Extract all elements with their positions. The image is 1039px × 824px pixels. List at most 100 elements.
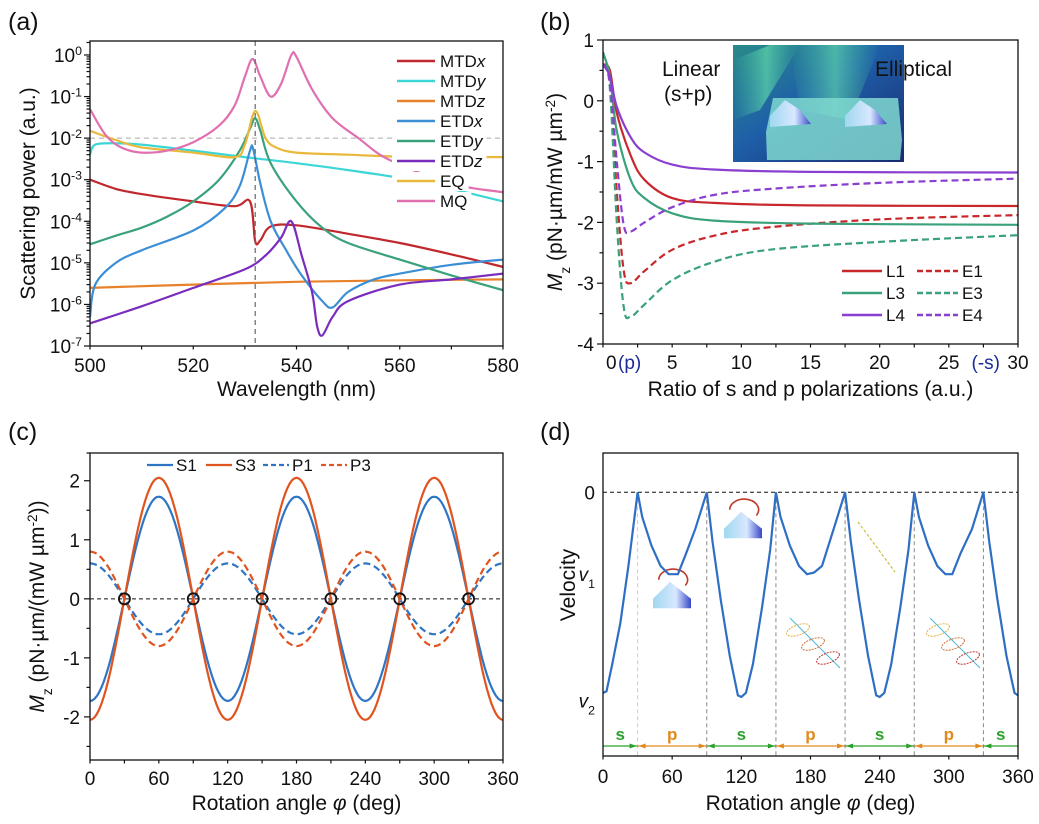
- plot-frame: [89, 452, 504, 761]
- y-axis-title: Scattering power (a.u.): [17, 87, 40, 299]
- plot-area: [603, 51, 1018, 320]
- legend-entry-background: [392, 152, 487, 171]
- label-segment: EQ: [440, 172, 465, 191]
- x-tick-label: 120: [725, 767, 757, 788]
- series-mq: [90, 51, 503, 194]
- elliptical-polarization-icon: [926, 617, 981, 669]
- label-segment: z: [558, 267, 573, 274]
- arrowhead-icon: [707, 743, 715, 749]
- arrowhead-icon: [698, 743, 706, 749]
- label-segment: Rotation angle: [706, 792, 847, 815]
- series-etdx: [90, 144, 503, 318]
- polarization-label-s: s: [996, 725, 1005, 744]
- label-segment: 10: [50, 212, 71, 233]
- rotation-arrow-icon: [728, 498, 760, 517]
- arrowhead-icon: [638, 743, 646, 749]
- panel-label: (d): [540, 418, 571, 446]
- label-segment: 10: [50, 129, 71, 150]
- series-e4: [603, 63, 1018, 235]
- y-tick-label: -2: [63, 708, 80, 729]
- series-mtdx: [90, 178, 503, 268]
- label-segment: x: [476, 52, 486, 71]
- polarization-ellipse: [956, 651, 980, 665]
- label-segment: Rotation angle: [192, 792, 333, 815]
- label-segment: z: [473, 152, 483, 171]
- x-tick-label: 240: [349, 769, 381, 790]
- y-tick-label: 10-7: [50, 335, 82, 358]
- x-tick-label: 360: [487, 769, 519, 790]
- x-annotation: (p): [618, 353, 641, 374]
- legend-label-s3: S3: [235, 456, 256, 475]
- polarization-ellipse: [801, 637, 825, 651]
- x-tick-label: 0: [598, 767, 609, 788]
- arrowhead-icon: [776, 743, 784, 749]
- x-tick-label: 20: [869, 353, 890, 374]
- legend-entry-background: [392, 72, 490, 91]
- y-axis-title: Mz (pN·µm/(mW µm-2)): [25, 500, 55, 712]
- label-segment: (deg): [347, 792, 402, 815]
- label-segment: MTD: [440, 72, 477, 91]
- polarization-ellipse: [926, 623, 950, 637]
- x-tick-label: 0: [606, 353, 617, 374]
- polarization-label-p: p: [944, 725, 954, 744]
- label-segment: (deg): [861, 792, 916, 815]
- x-tick-label: 580: [487, 356, 519, 377]
- x-tick-label: 300: [418, 769, 450, 790]
- zero-crossing-marker: [255, 592, 269, 606]
- series-p1: [90, 562, 503, 636]
- x-tick-label: 60: [662, 767, 683, 788]
- x-tick-label: 10: [731, 353, 752, 374]
- polarization-label-s: s: [875, 725, 884, 744]
- beam-axis: [929, 617, 981, 669]
- label-segment: 10: [50, 295, 71, 316]
- y-tick-label: 1: [583, 31, 594, 52]
- zero-crossing-marker: [324, 592, 338, 606]
- prism-icon: [770, 100, 811, 127]
- prism-icon: [724, 511, 762, 539]
- rotation-arrow-icon: [657, 568, 689, 587]
- y-tick-label: v1: [579, 565, 596, 591]
- label-segment: 1: [588, 577, 595, 591]
- series-etdz: [90, 219, 503, 337]
- label-segment: ): [544, 93, 567, 100]
- label-segment: -7: [71, 335, 82, 349]
- y-tick-label: v2: [579, 691, 596, 717]
- x-tick-label: 540: [281, 356, 313, 377]
- x-annotation: (-s): [972, 353, 1000, 374]
- x-tick-label: 180: [795, 767, 827, 788]
- panel-label: (b): [540, 8, 571, 36]
- y-tick-label: 10-6: [50, 293, 82, 316]
- label-segment: z: [40, 688, 55, 695]
- x-tick-label: 0: [85, 769, 96, 790]
- x-tick-label: 360: [1002, 767, 1034, 788]
- legend-label-l1: L1: [886, 262, 905, 281]
- x-tick-label: 180: [281, 769, 313, 790]
- label-segment: -2: [71, 127, 82, 141]
- y-tick-label: 100: [54, 44, 82, 67]
- x-tick-label: 60: [148, 769, 169, 790]
- label-segment: 2: [588, 703, 595, 717]
- arrowhead-icon: [767, 743, 775, 749]
- panel-c: (c) S1 S3 P1 P3 0 60 120 180 240 300 360 2 1 0 -1 -2 Rota…: [8, 418, 519, 815]
- prism-icon: [845, 100, 887, 127]
- rotating-prism-icon: [724, 498, 762, 539]
- y-tick-label: -2: [577, 213, 594, 234]
- legend-entry-background: [392, 52, 490, 71]
- legend-label-e1: E1: [962, 262, 983, 281]
- panel-label: (c): [8, 418, 37, 446]
- arrowhead-icon: [975, 743, 983, 749]
- elliptical-polarization-icon: [786, 617, 841, 669]
- label-segment: 10: [50, 337, 71, 358]
- legend-label-e3: E3: [962, 284, 983, 303]
- label-segment: M: [26, 695, 49, 713]
- y-tick-label: 0: [583, 92, 594, 113]
- label-segment: -4: [71, 210, 82, 224]
- inset-illustration: [733, 45, 904, 162]
- label-segment: 10: [50, 88, 71, 109]
- arrowhead-icon: [906, 743, 914, 749]
- legend-label-l3: L3: [886, 284, 905, 303]
- y-tick-label: -1: [63, 649, 80, 670]
- legend-label-etdx: ETDx: [440, 112, 483, 131]
- x-tick-label: 240: [864, 767, 896, 788]
